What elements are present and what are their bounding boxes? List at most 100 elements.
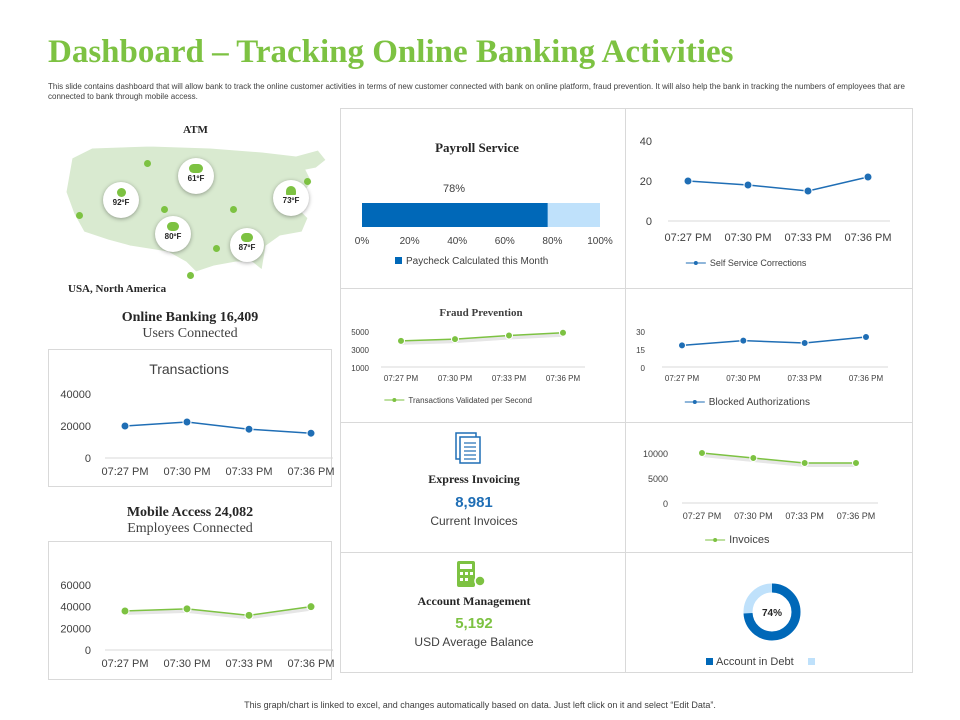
sun-icon [116, 188, 126, 197]
map-pin[interactable] [144, 160, 151, 167]
data-point [244, 424, 254, 434]
x-tick-label: 100% [587, 236, 613, 247]
y-tick-label: 1000 [351, 364, 369, 373]
y-tick-label: 0 [646, 216, 652, 228]
x-tick-label: 07:27 PM [384, 374, 419, 383]
mobile-access-stat: Mobile Access 24,082 Employees Connected [126, 505, 254, 536]
y-tick-label: 20 [640, 176, 652, 188]
payroll-chart: Payroll Service 78% 0% 20% 40% 60% 80% 100% Payc… [355, 140, 613, 267]
x-tick-label: 07:30 PM [734, 511, 773, 521]
data-point [739, 336, 748, 345]
y-tick-label: 30 [636, 328, 645, 337]
cloud-icon [189, 164, 203, 173]
invoices-chart: 10000 5000 0 07:27 PM 07:30 PM 07:33 PM 07:36 … [643, 449, 878, 546]
x-tick-label: 07:33 PM [225, 466, 272, 478]
series-line [124, 605, 312, 617]
account-management-value: 5,192 [455, 615, 493, 632]
y-tick-label: 0 [663, 499, 668, 509]
legend-label: Paycheck Calculated this Month [406, 256, 548, 267]
account-debt-chart: 74% Account in Debt [706, 583, 815, 668]
x-tick-label: 80% [542, 236, 562, 247]
x-tick-label: 40% [447, 236, 467, 247]
data-point [863, 172, 873, 182]
blocked-panel: 30 15 0 07:27 PM 07:30 PM 07:33 PM 07:36 PM Blo… [625, 288, 913, 423]
data-point [120, 606, 130, 616]
mobile-panel: 60000 40000 20000 0 07:27 PM 07:30 PM 07:33 PM… [48, 541, 335, 680]
data-point [749, 454, 758, 462]
weather-bubble[interactable]: 87ºF [230, 228, 264, 262]
series-line [681, 336, 867, 347]
map-pin[interactable] [304, 178, 311, 185]
weather-bubble[interactable]: 80ºF [155, 216, 191, 252]
x-tick-label: 07:27 PM [101, 658, 148, 670]
data-point [852, 459, 860, 467]
transactions-chart: Transactions 40000 20000 0 07:27 PM 07:30 PM 0… [60, 361, 334, 478]
series-line-shadow [124, 606, 312, 620]
map-pin[interactable] [230, 206, 237, 213]
x-tick-label: 07:30 PM [438, 374, 473, 383]
data-point [306, 428, 316, 438]
bar [362, 203, 548, 227]
x-tick-label: 07:33 PM [225, 658, 272, 670]
x-tick-label: 60% [495, 236, 515, 247]
data-point [803, 186, 813, 196]
x-tick-label: 07:36 PM [287, 466, 334, 478]
express-invoicing-title: Express Invoicing [428, 472, 520, 486]
series-line [124, 421, 312, 434]
y-tick-label: 20000 [60, 421, 91, 433]
series-line [701, 452, 856, 464]
x-tick-label: 07:30 PM [163, 658, 210, 670]
y-tick-label: 60000 [60, 580, 91, 592]
x-tick-label: 07:30 PM [163, 466, 210, 478]
data-point [182, 417, 192, 427]
y-tick-label: 15 [636, 346, 645, 355]
express-invoicing-panel: Express Invoicing 8,981 Current Invoices [340, 422, 626, 553]
data-point [244, 610, 254, 620]
x-tick-label: 07:27 PM [664, 232, 711, 244]
y-tick-label: 0 [85, 645, 91, 657]
self-service-chart: 40 20 0 07:27 PM 07:30 PM 07:33 PM 07:36 PM Sel… [640, 136, 892, 268]
map-pin[interactable] [213, 245, 220, 252]
y-tick-label: 3000 [351, 346, 369, 355]
weather-bubble[interactable]: 73ºF [273, 180, 309, 216]
x-tick-label: 07:36 PM [837, 511, 876, 521]
y-tick-label: 10000 [643, 449, 668, 459]
page-description: This slide contains dashboard that will … [48, 82, 905, 101]
express-invoicing-value: 8,981 [455, 494, 493, 511]
data-point [451, 335, 459, 344]
data-point [698, 449, 706, 457]
legend-marker [692, 400, 697, 404]
y-tick-label: 0 [641, 364, 646, 373]
document-icon [455, 432, 481, 464]
x-tick-label: 07:33 PM [784, 232, 831, 244]
account-management-sub: USD Average Balance [414, 635, 534, 649]
series-line-shadow [400, 332, 564, 345]
donut-slice [743, 583, 801, 641]
map-pin[interactable] [187, 272, 194, 279]
y-tick-label: 20000 [60, 623, 91, 635]
x-tick-label: 07:36 PM [844, 232, 891, 244]
account-management-panel: Account Management 5,192 USD Average Bal… [340, 552, 626, 673]
self-service-panel: 40 20 0 07:27 PM 07:30 PM 07:33 PM 07:36 PM Sel… [625, 108, 913, 289]
y-tick-label: 40 [640, 136, 652, 148]
express-invoicing-sub: Current Invoices [430, 514, 518, 528]
legend-label: Self Service Corrections [710, 258, 807, 268]
y-tick-label: 5000 [648, 474, 668, 484]
map-caption: USA, North America [68, 283, 167, 295]
map-pin[interactable] [76, 212, 83, 219]
x-tick-label: 07:36 PM [287, 658, 334, 670]
weather-bubble[interactable]: 61ºF [178, 158, 214, 194]
fraud-panel: Fraud Prevention 5000 3000 1000 07:27 PM 07:3… [340, 288, 626, 423]
tree-icon [286, 186, 296, 195]
data-point [306, 602, 316, 612]
weather-bubble[interactable]: 92ºF [103, 182, 139, 218]
legend-marker-remainder [808, 658, 815, 665]
page-title: Dashboard – Tracking Online Banking Acti… [48, 34, 734, 70]
legend-marker [706, 658, 713, 665]
legend-marker [693, 261, 698, 265]
map-pin[interactable] [161, 206, 168, 213]
x-tick-label: 07:30 PM [724, 232, 771, 244]
chart-title: Payroll Service [435, 140, 519, 155]
x-tick-label: 07:36 PM [546, 374, 581, 383]
chart-title: Fraud Prevention [439, 307, 522, 319]
